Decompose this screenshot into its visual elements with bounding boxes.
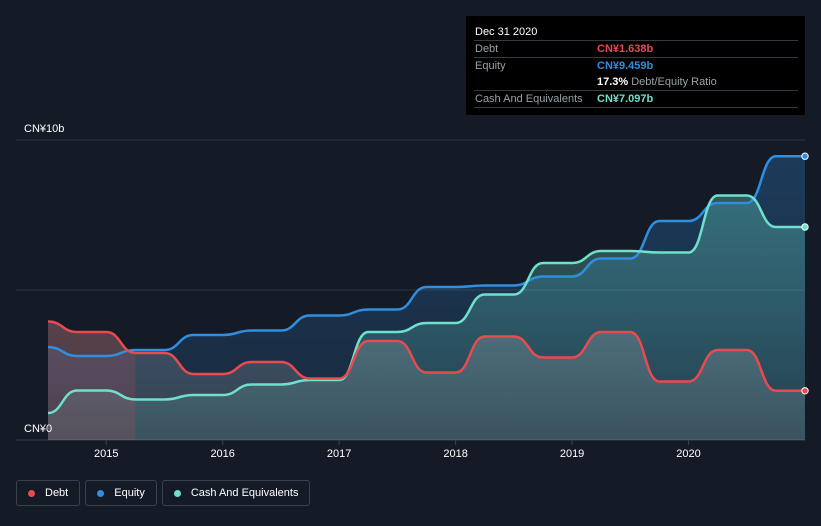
cash-and-equivalents-line (47, 194, 805, 415)
x-tick-label-5: 2020 (676, 448, 700, 460)
equity-endpoint (801, 152, 809, 160)
tooltip-equity-row: Equity CN¥9.459b (474, 57, 798, 74)
legend-debt-label: Debt (45, 487, 69, 499)
tooltip-ratio-value: 17.3% (597, 76, 629, 88)
equity-dot-icon (97, 489, 105, 497)
debt-endpoint (801, 387, 809, 395)
cash-dot-icon (173, 489, 181, 497)
x-axis: 2015 2016 2017 2018 2019 2020 (94, 440, 701, 460)
tooltip-debt-value: CN¥1.638b (597, 43, 654, 55)
tooltip-cash-value: CN¥7.097b (597, 93, 654, 105)
tooltip-cash-label: Cash And Equivalents (475, 93, 583, 105)
debt-line (47, 320, 805, 393)
tooltip-ratio-row: 17.3% Debt/Equity Ratio (474, 74, 798, 90)
tooltip-ratio-label: Debt/Equity Ratio (631, 76, 717, 88)
tooltip-equity-label: Equity (475, 60, 506, 72)
x-tick-label-4: 2019 (560, 448, 584, 460)
tooltip-debt-row: Debt CN¥1.638b (474, 40, 798, 57)
x-tick-label-2: 2017 (327, 448, 351, 460)
debt-area-tint (48, 321, 136, 440)
x-tick-label-1: 2016 (210, 448, 234, 460)
legend-equity-label: Equity (114, 487, 145, 499)
legend-item-equity[interactable]: Equity (85, 480, 157, 506)
y-axis: CN¥0 CN¥10b (24, 123, 64, 435)
x-tick-label-3: 2018 (443, 448, 467, 460)
legend-item-debt[interactable]: Debt (16, 480, 81, 506)
series-endpoints (801, 152, 809, 395)
legend-cash-label: Cash And Equivalents (190, 487, 299, 499)
data-tooltip: Dec 31 2020 Debt CN¥1.638b Equity CN¥9.4… (466, 16, 805, 115)
y-tick-label-1: CN¥10b (24, 123, 64, 135)
series-areas (48, 156, 805, 440)
debt-area (48, 321, 805, 440)
debt-dot-icon (28, 489, 35, 497)
y-tick-label-0: CN¥0 (24, 423, 52, 435)
tooltip-date: Dec 31 2020 (475, 26, 538, 38)
tooltip-debt-label: Debt (475, 43, 499, 55)
tooltip-equity-value: CN¥9.459b (597, 60, 654, 72)
legend-item-cash[interactable]: Cash And Equivalents (161, 480, 311, 506)
equity-line (47, 154, 805, 358)
x-tick-label-0: 2015 (94, 448, 118, 460)
series-lines (47, 154, 805, 415)
tooltip-cash-row: Cash And Equivalents CN¥7.097b (474, 90, 798, 108)
cash-and-equivalents-endpoint (801, 223, 809, 231)
chart-legend: Debt Equity Cash And Equivalents (16, 480, 315, 506)
